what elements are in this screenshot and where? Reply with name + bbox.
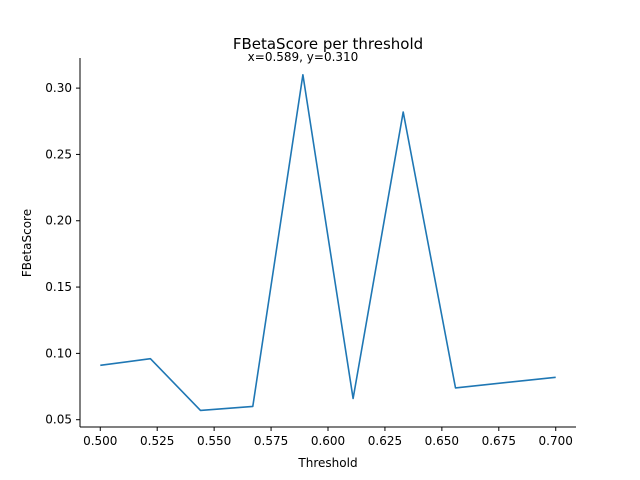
y-tick-label: 0.20	[45, 214, 72, 228]
x-tick-label: 0.600	[311, 434, 345, 448]
x-tick-label: 0.700	[539, 434, 573, 448]
series-line	[100, 74, 556, 412]
y-tick-label: 0.05	[45, 413, 72, 427]
x-tick-label: 0.650	[425, 434, 459, 448]
chart-title: FBetaScore per threshold	[233, 35, 423, 53]
x-tick-label: 0.575	[254, 434, 288, 448]
peak-annotation: x=0.589, y=0.310	[248, 50, 359, 64]
y-tick-label: 0.25	[45, 147, 72, 161]
x-tick-label: 0.625	[368, 434, 402, 448]
y-tick-label: 0.15	[45, 280, 72, 294]
x-tick-label: 0.525	[140, 434, 174, 448]
x-tick-label: 0.500	[83, 434, 117, 448]
y-tick-label: 0.30	[45, 81, 72, 95]
x-tick-label: 0.550	[197, 434, 231, 448]
y-axis-label: FBetaScore	[20, 209, 34, 277]
x-tick-label: 0.675	[482, 434, 516, 448]
y-tick-label: 0.10	[45, 346, 72, 360]
plot-area	[100, 74, 556, 412]
x-axis-label: Threshold	[297, 456, 357, 470]
